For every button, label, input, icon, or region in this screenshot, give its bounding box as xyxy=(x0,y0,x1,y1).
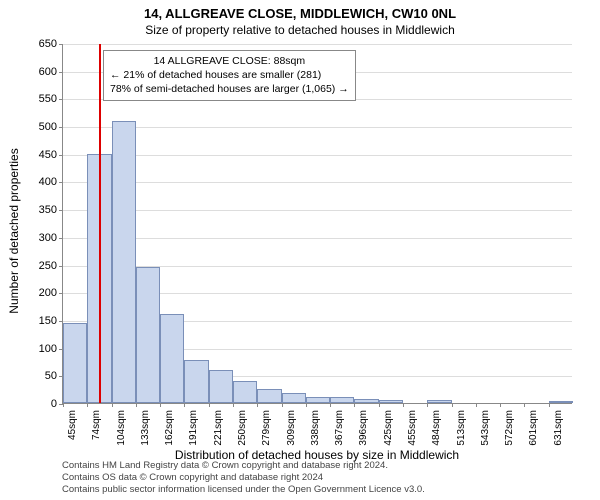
xtick-label: 74sqm xyxy=(91,410,102,440)
xtick-mark xyxy=(476,403,477,407)
xtick-mark xyxy=(379,403,380,407)
xtick-label: 513sqm xyxy=(456,410,467,446)
xtick-mark xyxy=(330,403,331,407)
ytick-label: 250 xyxy=(39,260,63,272)
ytick-label: 0 xyxy=(51,398,63,410)
ytick-label: 450 xyxy=(39,149,63,161)
xtick-label: 250sqm xyxy=(237,410,248,446)
xtick-label: 45sqm xyxy=(67,410,78,440)
ytick-label: 650 xyxy=(39,38,63,50)
xtick-mark xyxy=(63,403,64,407)
xtick-label: 572sqm xyxy=(504,410,515,446)
histogram-bar xyxy=(136,267,160,403)
chart-container: 14, ALLGREAVE CLOSE, MIDDLEWICH, CW10 0N… xyxy=(0,0,600,500)
xtick-mark xyxy=(500,403,501,407)
xtick-mark xyxy=(257,403,258,407)
ytick-label: 600 xyxy=(39,66,63,78)
grid-line xyxy=(63,127,572,128)
histogram-bar xyxy=(354,399,378,403)
xtick-label: 191sqm xyxy=(188,410,199,446)
histogram-bar xyxy=(427,400,451,403)
xtick-label: 631sqm xyxy=(553,410,564,446)
grid-line xyxy=(63,44,572,45)
histogram-bar xyxy=(160,314,184,403)
ytick-label: 300 xyxy=(39,232,63,244)
info-line-1: 14 ALLGREAVE CLOSE: 88sqm xyxy=(110,54,349,68)
xtick-label: 279sqm xyxy=(261,410,272,446)
ytick-label: 50 xyxy=(45,370,63,382)
xtick-mark xyxy=(112,403,113,407)
histogram-bar xyxy=(63,323,87,403)
info-line-3: 78% of semi-detached houses are larger (… xyxy=(110,82,349,96)
ytick-label: 350 xyxy=(39,204,63,216)
xtick-mark xyxy=(136,403,137,407)
histogram-bar xyxy=(282,393,306,403)
marker-line xyxy=(99,44,101,403)
histogram-bar xyxy=(233,381,257,403)
xtick-label: 484sqm xyxy=(431,410,442,446)
histogram-bar xyxy=(184,360,208,403)
grid-line xyxy=(63,238,572,239)
xtick-mark xyxy=(160,403,161,407)
footer-line-2: Contains OS data © Crown copyright and d… xyxy=(62,472,572,484)
footer: Contains HM Land Registry data © Crown c… xyxy=(62,460,572,496)
histogram-bar xyxy=(549,401,573,403)
xtick-label: 367sqm xyxy=(334,410,345,446)
xtick-mark xyxy=(233,403,234,407)
ytick-label: 400 xyxy=(39,176,63,188)
xtick-label: 543sqm xyxy=(480,410,491,446)
chart-subtitle: Size of property relative to detached ho… xyxy=(0,21,600,37)
footer-line-1: Contains HM Land Registry data © Crown c… xyxy=(62,460,572,472)
xtick-mark xyxy=(184,403,185,407)
histogram-bar xyxy=(112,121,136,403)
xtick-mark xyxy=(87,403,88,407)
xtick-label: 455sqm xyxy=(407,410,418,446)
histogram-bar xyxy=(306,397,330,403)
xtick-mark xyxy=(549,403,550,407)
ytick-label: 150 xyxy=(39,315,63,327)
ytick-label: 100 xyxy=(39,343,63,355)
xtick-mark xyxy=(209,403,210,407)
xtick-label: 396sqm xyxy=(358,410,369,446)
grid-line xyxy=(63,182,572,183)
histogram-bar xyxy=(257,389,281,403)
info-box: 14 ALLGREAVE CLOSE: 88sqm ← 21% of detac… xyxy=(103,50,356,101)
xtick-mark xyxy=(524,403,525,407)
xtick-label: 104sqm xyxy=(116,410,127,446)
xtick-label: 133sqm xyxy=(140,410,151,446)
xtick-mark xyxy=(427,403,428,407)
xtick-label: 309sqm xyxy=(286,410,297,446)
info-line-2: ← 21% of detached houses are smaller (28… xyxy=(110,68,349,82)
ytick-label: 550 xyxy=(39,93,63,105)
xtick-label: 425sqm xyxy=(383,410,394,446)
y-axis-label-wrap: Number of detached properties xyxy=(14,44,28,404)
footer-line-3: Contains public sector information licen… xyxy=(62,484,572,496)
ytick-label: 500 xyxy=(39,121,63,133)
histogram-bar xyxy=(330,397,354,403)
histogram-bar xyxy=(209,370,233,403)
y-axis-label: Number of detached properties xyxy=(7,148,21,313)
grid-line xyxy=(63,210,572,211)
grid-line xyxy=(63,155,572,156)
xtick-mark xyxy=(354,403,355,407)
chart-title: 14, ALLGREAVE CLOSE, MIDDLEWICH, CW10 0N… xyxy=(0,0,600,21)
xtick-mark xyxy=(452,403,453,407)
ytick-label: 200 xyxy=(39,287,63,299)
xtick-mark xyxy=(306,403,307,407)
xtick-label: 601sqm xyxy=(528,410,539,446)
xtick-label: 162sqm xyxy=(164,410,175,446)
xtick-label: 338sqm xyxy=(310,410,321,446)
xtick-label: 221sqm xyxy=(213,410,224,446)
xtick-mark xyxy=(403,403,404,407)
plot-area: 0501001502002503003504004505005506006504… xyxy=(62,44,572,404)
histogram-bar xyxy=(379,400,403,403)
xtick-mark xyxy=(282,403,283,407)
